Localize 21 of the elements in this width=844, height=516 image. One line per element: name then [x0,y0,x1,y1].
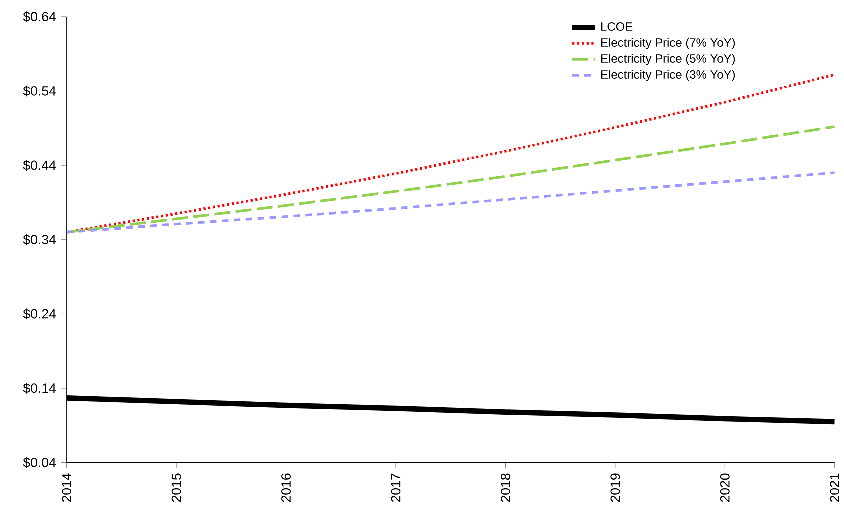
y-tick-label: $0.04 [23,458,56,468]
line-series [66,126,835,234]
x-tick-label: 2014 [62,474,72,502]
x-tick-label: 2019 [610,474,620,502]
legend-label: Electricity Price (3% YoY) [602,70,736,82]
legend-label: Electricity Price (5% YoY) [602,54,736,66]
y-tick-label: $0.14 [23,383,56,394]
y-tick-label: $0.44 [23,160,56,172]
y-tick-label: $0.54 [23,86,56,97]
y-tick-label: $0.64 [23,12,56,22]
x-tick-label: 2020 [720,474,730,502]
x-tick-label: 2015 [172,474,182,502]
legend-label: Electricity Price (7% YoY) [602,38,736,50]
legend-label: LCOE [602,22,633,32]
x-tick-label: 2018 [501,474,510,502]
x-tick-label: 2021 [830,474,840,502]
line-series [66,172,835,234]
x-tick-label: 2016 [282,474,291,502]
y-tick-label: $0.34 [23,234,56,246]
x-tick-label: 2017 [391,474,401,502]
y-tick-label: $0.24 [23,308,56,320]
